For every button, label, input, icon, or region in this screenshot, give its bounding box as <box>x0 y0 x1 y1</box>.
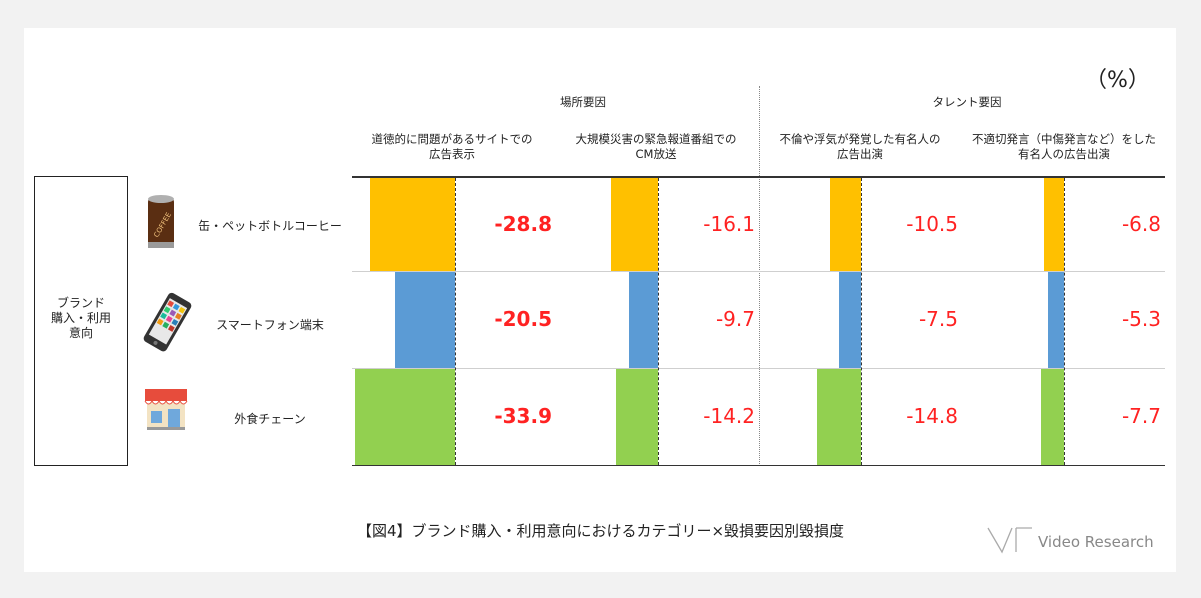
column-header-4-line-2: 有名人の広告出演 <box>1018 147 1110 161</box>
column-header-3-line-2: 広告出演 <box>837 147 883 161</box>
column-header-1: 道徳的に問題があるサイトでの 広告表示 <box>352 132 552 162</box>
bar-r1-c1 <box>370 178 455 271</box>
row-divider-2 <box>352 368 1165 369</box>
baseline-c1 <box>455 178 456 465</box>
column-header-4-line-1: 不適切発言（中傷発言など）をした <box>972 132 1156 146</box>
column-header-3-line-1: 不倫や浮気が発覚した有名人の <box>779 132 941 146</box>
brand-label: ブランド 購入・利用 意向 <box>34 296 128 341</box>
value-label-r2-c3: -7.5 <box>918 307 958 331</box>
column-header-2: 大規模災害の緊急報道番組での CM放送 <box>556 132 756 162</box>
unit-label: （%） <box>1085 68 1150 93</box>
brand-label-line-1: ブランド <box>56 296 105 310</box>
value-label-r1-c1: -28.8 <box>494 211 552 236</box>
group-title-talent: タレント要因 <box>932 95 1002 109</box>
bar-r2-c3 <box>838 272 861 368</box>
row-label-restaurant: 外食チェーン <box>234 412 306 426</box>
baseline-c3 <box>861 178 862 465</box>
bar-r3-c1 <box>355 369 455 465</box>
value-label-r3-c4: -7.7 <box>1121 404 1161 428</box>
value-label-r3-c1: -33.9 <box>494 404 552 428</box>
column-header-4: 不適切発言（中傷発言など）をした 有名人の広告出演 <box>962 132 1166 162</box>
bar-r2-c2 <box>629 272 658 368</box>
bar-r1-c4 <box>1043 178 1064 271</box>
restaurant-icon <box>143 385 189 435</box>
coffee-can-icon: COFFEE <box>140 192 180 256</box>
row-label-coffee: 缶・ペットボトルコーヒー <box>198 219 342 233</box>
chart-panel <box>24 28 1176 572</box>
bar-r1-c3 <box>830 178 861 271</box>
brand-label-line-3: 意向 <box>68 326 93 340</box>
value-label-r3-c2: -14.2 <box>703 404 755 428</box>
column-header-2-line-1: 大規模災害の緊急報道番組での <box>575 132 737 146</box>
row-divider-1 <box>352 271 1165 272</box>
value-label-r2-c1: -20.5 <box>494 307 552 331</box>
value-label-r2-c4: -5.3 <box>1121 307 1161 331</box>
brand-logo-text: Video Research <box>1038 533 1154 551</box>
bar-r2-c1 <box>394 272 455 368</box>
column-header-2-line-2: CM放送 <box>635 147 677 161</box>
bar-r2-c4 <box>1048 272 1064 368</box>
video-research-logo-icon <box>986 524 1034 560</box>
column-header-3: 不倫や浮気が発覚した有名人の 広告出演 <box>760 132 960 162</box>
table-top-rule <box>352 176 1165 178</box>
value-label-r1-c2: -16.1 <box>703 211 755 236</box>
bar-r3-c3 <box>817 369 861 465</box>
bar-r1-c2 <box>610 178 658 271</box>
bar-r3-c4 <box>1041 369 1064 465</box>
column-header-1-line-1: 道徳的に問題があるサイトでの <box>371 132 533 146</box>
value-label-r2-c2: -9.7 <box>715 307 755 331</box>
group-title-location: 場所要因 <box>560 95 606 109</box>
smartphone-icon <box>140 292 194 358</box>
value-label-r1-c4: -6.8 <box>1121 211 1161 236</box>
value-label-r1-c3: -10.5 <box>906 211 958 236</box>
figure-caption: 【図4】ブランド購入・利用意向におけるカテゴリー×毀損要因別毀損度 <box>356 522 845 540</box>
column-header-1-line-2: 広告表示 <box>429 147 475 161</box>
table-bottom-rule <box>352 465 1165 466</box>
baseline-c4 <box>1064 178 1065 465</box>
bar-r3-c2 <box>616 369 658 465</box>
row-label-smartphone: スマートフォン端末 <box>216 318 324 332</box>
baseline-c2 <box>658 178 659 465</box>
brand-label-line-2: 購入・利用 <box>50 311 111 325</box>
brand-box <box>34 176 128 466</box>
value-label-r3-c3: -14.8 <box>906 404 958 428</box>
group-divider <box>759 86 760 466</box>
